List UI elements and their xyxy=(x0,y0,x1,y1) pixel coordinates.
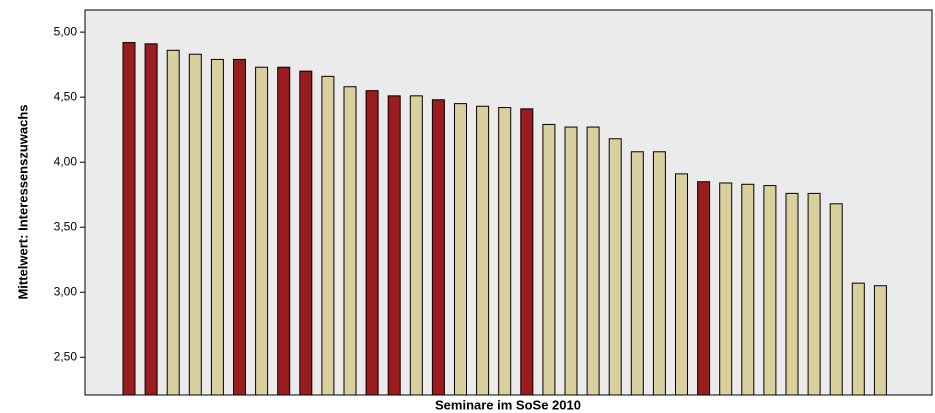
bar xyxy=(542,123,556,396)
bar xyxy=(608,138,622,396)
bar xyxy=(829,203,843,396)
bar xyxy=(431,99,445,396)
bar xyxy=(498,107,512,396)
bar xyxy=(675,173,688,396)
y-tick-label: 3,50 xyxy=(54,219,78,233)
bar xyxy=(321,75,335,396)
x-axis-label: Seminare im SoSe 2010 xyxy=(435,397,581,412)
bar xyxy=(255,66,269,396)
bar xyxy=(873,285,887,396)
y-tick-label: 4,50 xyxy=(54,89,78,103)
y-tick-label: 4,00 xyxy=(54,154,78,168)
bar xyxy=(144,43,158,396)
bar xyxy=(188,53,202,396)
bar xyxy=(233,58,246,396)
bar xyxy=(299,70,313,396)
bar xyxy=(454,103,467,396)
bar xyxy=(409,95,423,396)
bar xyxy=(807,192,821,396)
bar xyxy=(719,182,733,396)
bar xyxy=(652,151,666,396)
bar xyxy=(476,105,490,396)
bar xyxy=(122,42,136,396)
y-tick-label: 3,00 xyxy=(54,284,78,298)
bar xyxy=(365,90,379,396)
y-tick-label: 2,50 xyxy=(54,349,78,363)
bar xyxy=(210,58,224,396)
bar xyxy=(277,66,291,396)
bar xyxy=(520,108,534,396)
bar xyxy=(387,95,401,396)
bar xyxy=(586,126,600,396)
bar xyxy=(741,183,755,396)
bar xyxy=(630,151,644,396)
bar xyxy=(785,192,799,396)
bar xyxy=(166,49,180,396)
bar xyxy=(564,126,578,396)
bar xyxy=(343,86,357,396)
y-axis-label: Mittelwert: Interessenszuwachs xyxy=(15,104,30,299)
bar xyxy=(763,185,777,396)
bar xyxy=(851,282,865,396)
y-tick-label: 5,00 xyxy=(54,24,78,38)
bar xyxy=(697,181,711,396)
